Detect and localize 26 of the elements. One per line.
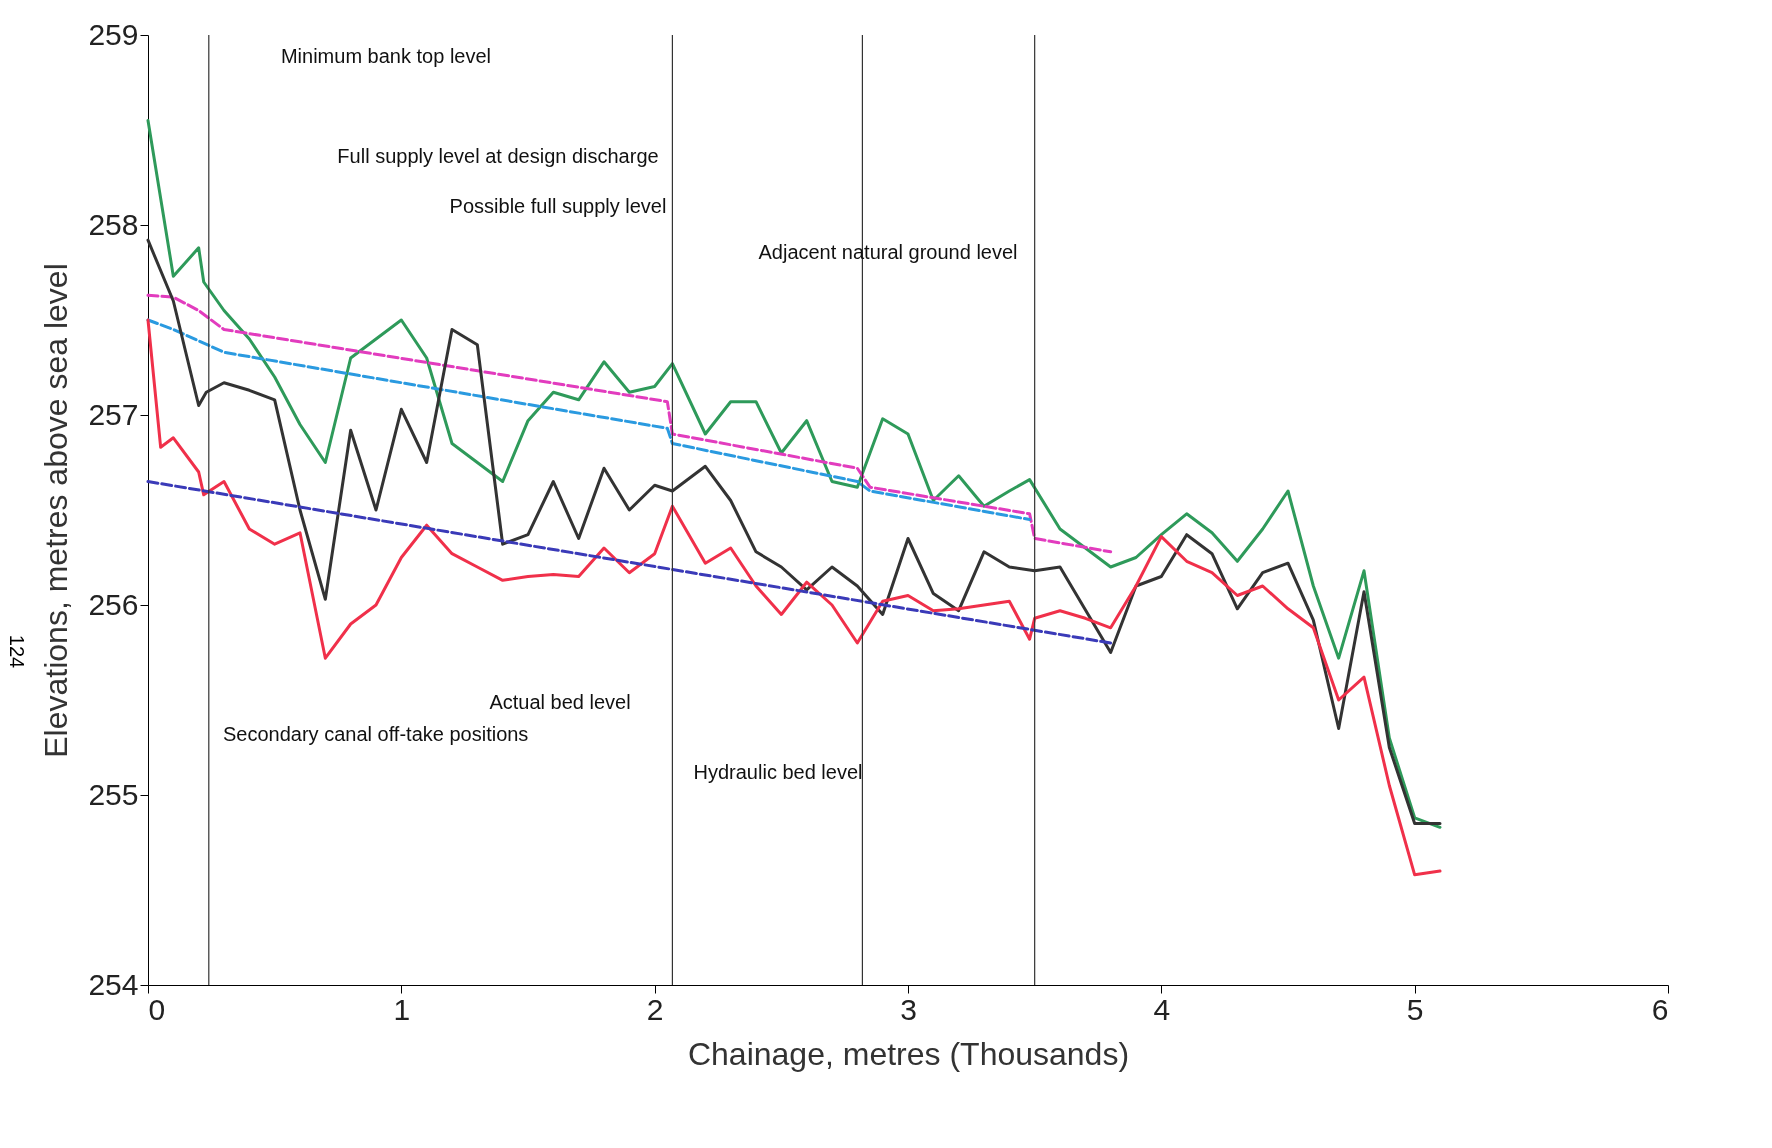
annotation: Secondary canal off-take positions [223, 723, 529, 745]
line-series [146, 318, 1032, 521]
annotation: Hydraulic bed level [693, 761, 863, 783]
x-tick-label: 1 [393, 992, 411, 1026]
line-series [146, 119, 1442, 829]
text: 124 [5, 634, 29, 669]
y-tick-label: 258 [88, 207, 139, 241]
line-series [146, 318, 1442, 877]
x-tick-label: 0 [148, 992, 166, 1026]
x-axis-title: Chainage, metres (Thousands) [687, 1035, 1130, 1072]
y-tick-label: 255 [88, 777, 139, 811]
y-tick-label: 254 [88, 967, 139, 1001]
x-tick-label: 3 [900, 992, 917, 1026]
annotation: Full supply level at design discharge [337, 145, 659, 167]
annotation: Minimum bank top level [280, 45, 492, 67]
x-tick-label: 4 [1153, 992, 1171, 1026]
x-tick-label: 2 [646, 992, 664, 1026]
annotation: Possible full supply level [449, 195, 667, 217]
x-tick-label: 5 [1406, 992, 1424, 1026]
line-series [146, 293, 1113, 554]
annotation: Actual bed level [489, 691, 631, 713]
y-tick-label: 256 [88, 587, 139, 621]
y-tick-label: 259 [88, 17, 139, 51]
x-tick-label: 6 [1651, 992, 1669, 1026]
y-axis-title: Elevations, metres above sea level [38, 263, 75, 758]
y-tick-label: 257 [88, 397, 139, 431]
